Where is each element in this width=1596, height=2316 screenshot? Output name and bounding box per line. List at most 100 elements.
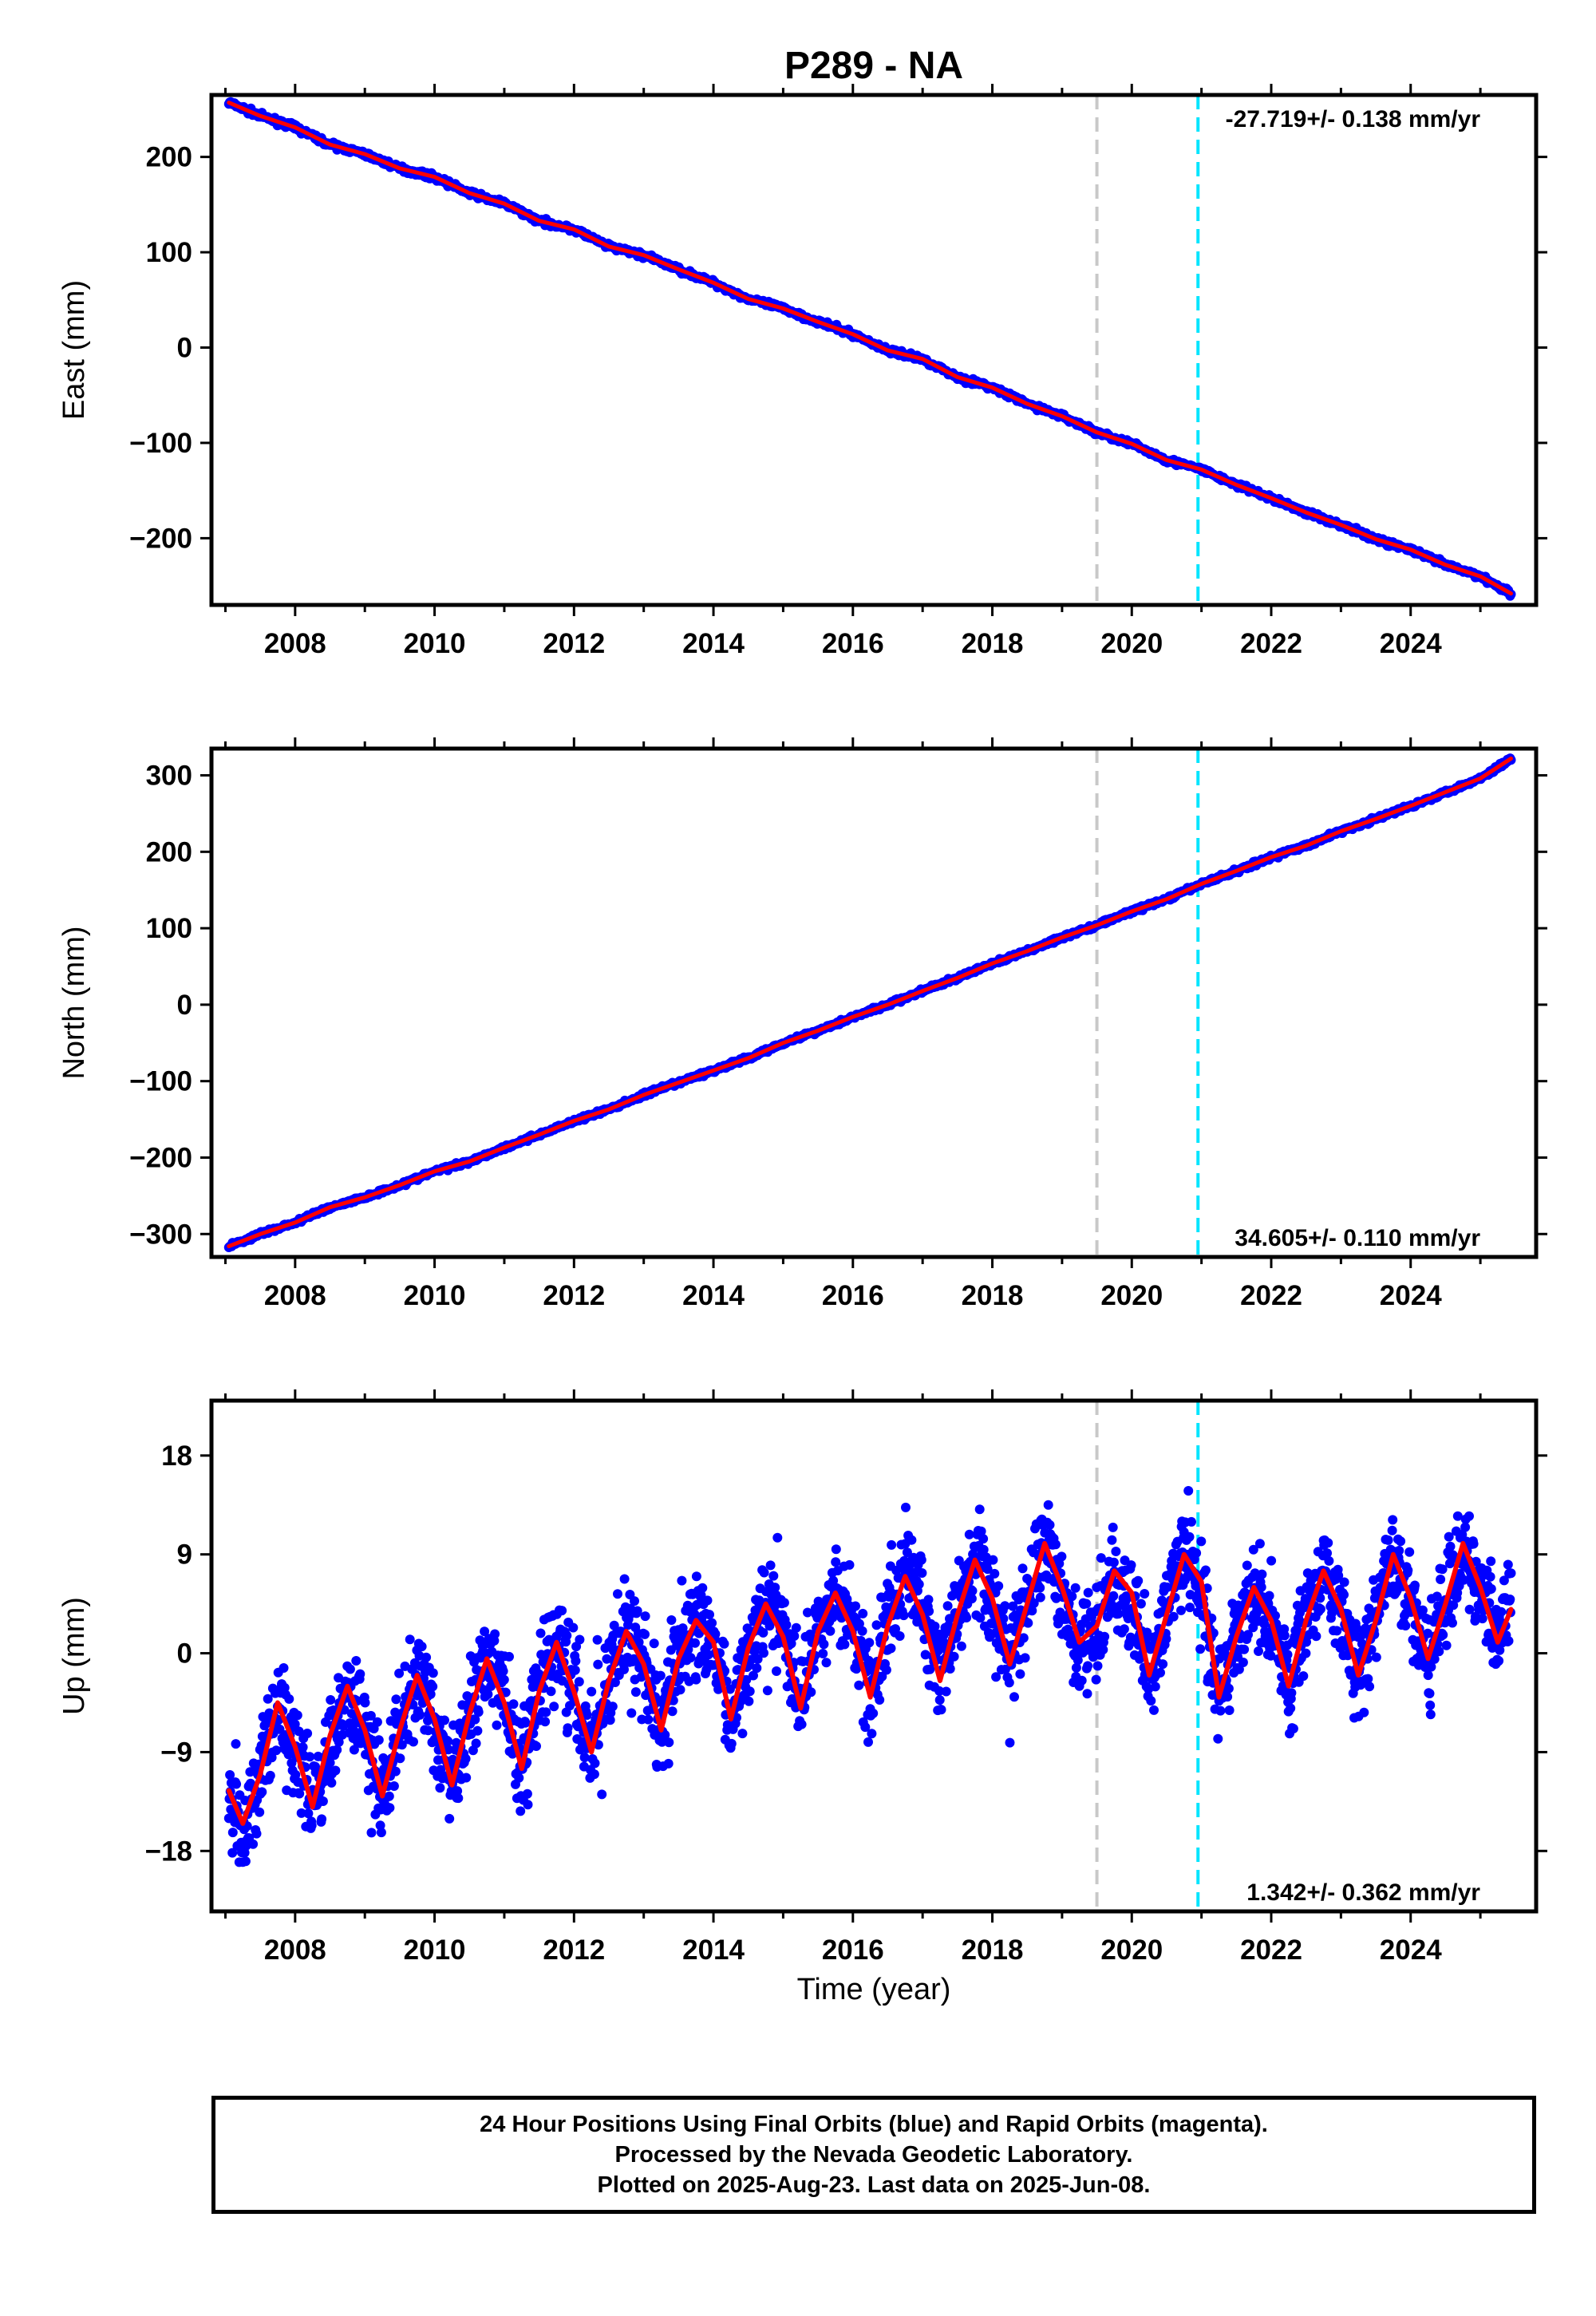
- east-ytick-label: −200: [129, 523, 192, 554]
- up-data-point: [351, 1656, 361, 1666]
- up-data-point: [384, 1791, 394, 1801]
- up-data-point: [789, 1631, 800, 1641]
- up-data-point: [1133, 1575, 1144, 1586]
- up-data-point: [758, 1627, 768, 1638]
- up-data-point: [851, 1601, 860, 1611]
- up-data-point: [279, 1663, 289, 1673]
- up-data-point: [891, 1624, 900, 1634]
- up-data-point: [925, 1664, 935, 1674]
- up-data-point: [976, 1526, 986, 1536]
- up-data-point: [871, 1620, 882, 1630]
- up-data-point: [1077, 1675, 1087, 1686]
- up-data-point: [967, 1586, 978, 1596]
- up-data-point: [1223, 1692, 1233, 1702]
- north-xtick-label: 2014: [682, 1280, 745, 1311]
- up-data-point: [1176, 1605, 1186, 1615]
- up-data-point: [575, 1634, 585, 1645]
- up-data-point: [759, 1648, 768, 1658]
- up-data-point: [389, 1781, 399, 1791]
- up-data-point: [691, 1571, 701, 1582]
- up-data-point: [1091, 1674, 1101, 1685]
- up-data-point: [737, 1729, 748, 1739]
- north-xtick-label: 2008: [264, 1280, 326, 1311]
- up-data-point: [349, 1745, 359, 1755]
- east-ytick-label: −100: [129, 428, 192, 459]
- up-data-point: [520, 1717, 531, 1728]
- up-data-point: [779, 1598, 789, 1608]
- up-data-point: [265, 1770, 275, 1780]
- up-data-point: [819, 1639, 829, 1650]
- up-data-point: [292, 1710, 302, 1721]
- up-data-point: [1162, 1582, 1172, 1592]
- up-data-point: [1156, 1667, 1165, 1678]
- up-data-point: [1082, 1689, 1092, 1699]
- up-data-point: [899, 1611, 909, 1621]
- up-data-point: [1098, 1645, 1108, 1655]
- north-xtick-label: 2020: [1100, 1280, 1163, 1311]
- up-data-point: [825, 1626, 836, 1636]
- up-data-point: [759, 1567, 769, 1578]
- up-data-point: [619, 1574, 630, 1584]
- up-data-point: [1020, 1653, 1030, 1663]
- up-data-point: [818, 1649, 828, 1658]
- up-data-point: [504, 1651, 514, 1662]
- up-data-point: [772, 1666, 781, 1676]
- up-data-point: [372, 1717, 382, 1727]
- up-data-point: [1000, 1601, 1010, 1611]
- up-data-point: [326, 1695, 336, 1705]
- up-data-point: [839, 1639, 850, 1650]
- up-data-point: [831, 1557, 841, 1567]
- up-data-point: [945, 1664, 955, 1674]
- up-data-point: [332, 1745, 342, 1755]
- east-xtick-label: 2016: [822, 628, 884, 659]
- up-data-point: [1136, 1599, 1146, 1609]
- north-xtick-label: 2022: [1240, 1280, 1302, 1311]
- up-data-point: [472, 1725, 483, 1736]
- up-data-point: [705, 1610, 714, 1620]
- up-data-point: [1005, 1737, 1015, 1748]
- up-data-point: [460, 1753, 471, 1764]
- up-data-point: [886, 1643, 896, 1654]
- up-data-point: [251, 1828, 262, 1839]
- up-data-point: [685, 1653, 696, 1663]
- up-data-point: [916, 1555, 926, 1565]
- up-data-point: [713, 1684, 724, 1694]
- up-data-point: [864, 1638, 875, 1648]
- up-data-point: [334, 1737, 344, 1747]
- north-xtick-label: 2024: [1380, 1280, 1442, 1311]
- up-data-point: [1035, 1592, 1045, 1603]
- up-data-point: [914, 1579, 924, 1590]
- up-data-point: [1150, 1682, 1160, 1692]
- up-data-point: [828, 1575, 839, 1586]
- up-data-point: [440, 1715, 449, 1725]
- up-data-point: [523, 1800, 533, 1810]
- up-data-point: [1119, 1624, 1129, 1634]
- up-data-point: [745, 1686, 755, 1697]
- up-data-point: [318, 1796, 328, 1806]
- up-data-point: [492, 1720, 502, 1730]
- up-data-point: [1187, 1516, 1196, 1527]
- up-data-point: [942, 1601, 953, 1611]
- up-data-point: [675, 1685, 685, 1695]
- up-data-point: [1200, 1565, 1211, 1575]
- up-data-point: [934, 1695, 945, 1705]
- east-ytick-label: 100: [146, 237, 192, 268]
- up-data-point: [514, 1773, 524, 1783]
- up-data-point: [240, 1856, 251, 1867]
- up-data-point: [1009, 1692, 1019, 1702]
- up-data-point: [663, 1758, 674, 1769]
- up-data-point: [1035, 1583, 1045, 1593]
- up-data-point: [540, 1717, 551, 1727]
- up-data-point: [860, 1722, 871, 1733]
- up-data-point: [1096, 1553, 1106, 1563]
- up-data-point: [326, 1777, 337, 1788]
- up-data-point: [227, 1828, 238, 1838]
- up-data-point: [570, 1665, 580, 1675]
- up-data-point: [263, 1694, 273, 1704]
- up-data-point: [483, 1690, 493, 1699]
- up-data-point: [428, 1682, 438, 1692]
- up-data-point: [988, 1555, 998, 1565]
- north-ytick-label: 0: [177, 990, 192, 1021]
- up-data-point: [854, 1618, 864, 1629]
- up-data-point: [857, 1626, 867, 1636]
